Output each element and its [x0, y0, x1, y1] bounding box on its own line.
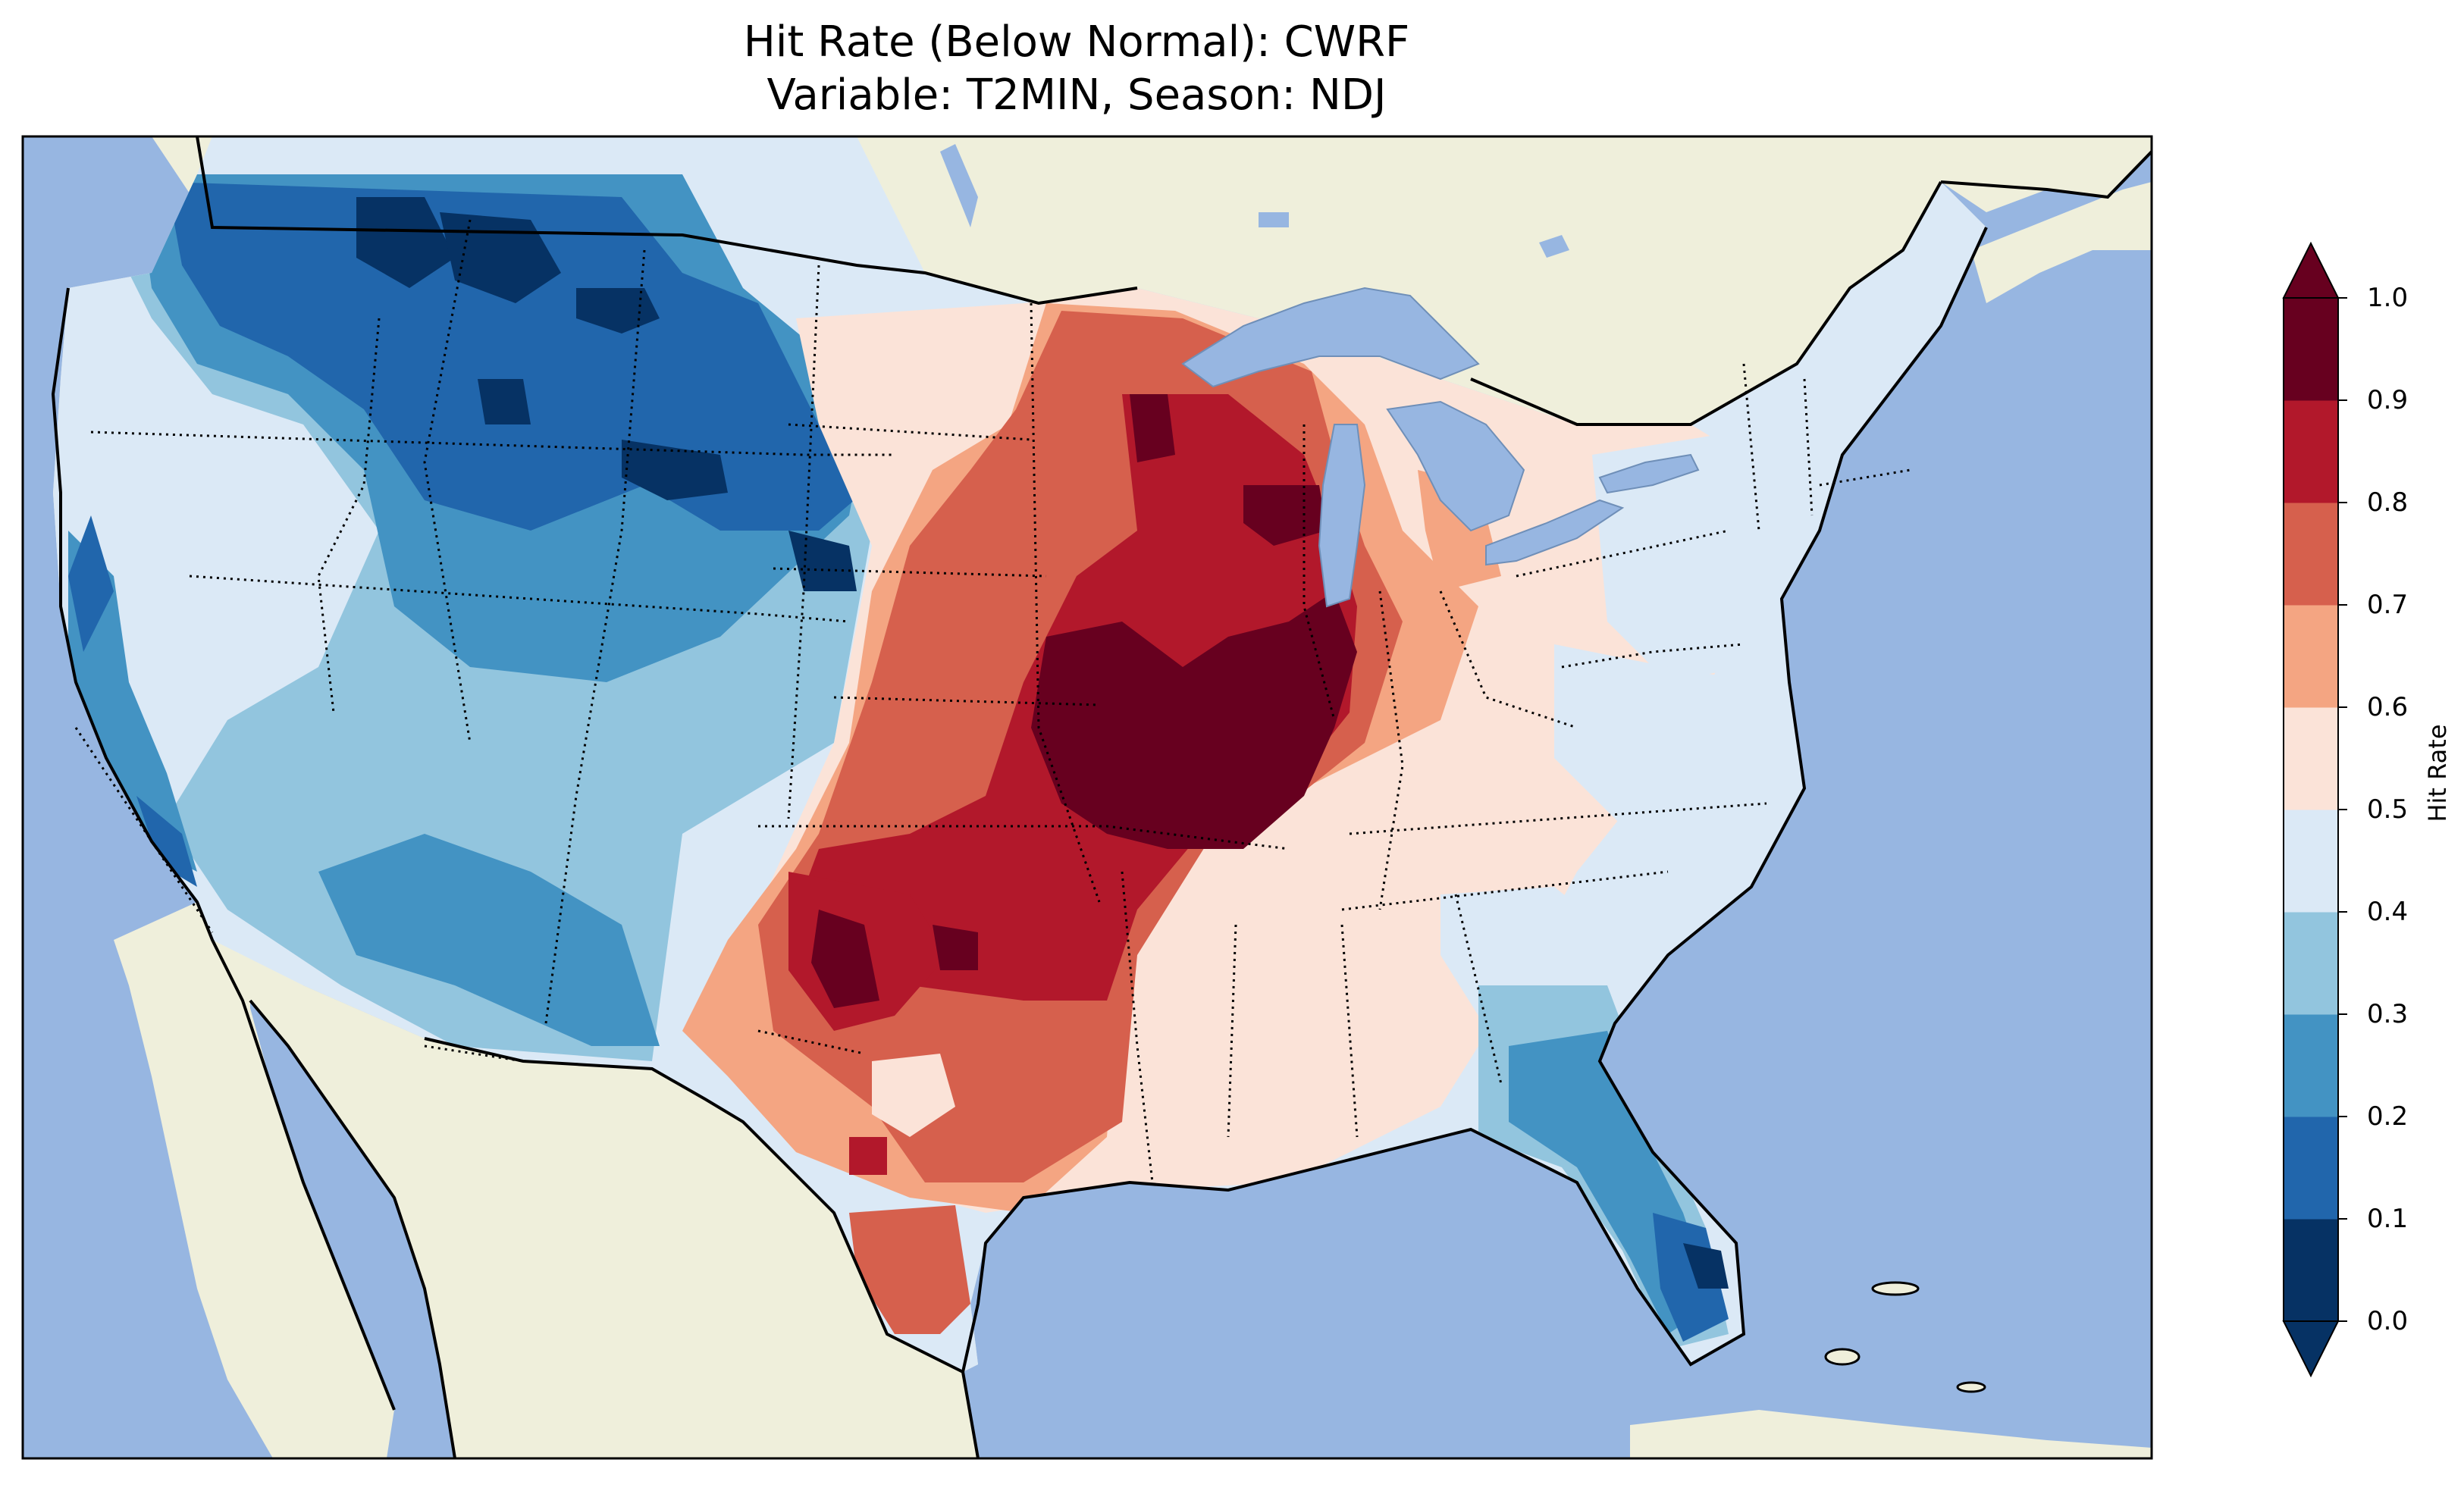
coastlines	[51, 136, 2152, 1458]
colorbar-bin	[2284, 400, 2338, 503]
colorbar-bin	[2284, 503, 2338, 606]
colorbar-bin	[2284, 912, 2338, 1015]
gulf-of-california	[250, 1001, 455, 1458]
colorbar-bin	[2284, 1117, 2338, 1220]
colorbar-tick-label: 0.9	[2367, 385, 2409, 415]
colorbar-tick-label: 0.5	[2367, 794, 2409, 825]
lake-erie	[1485, 499, 1625, 566]
colorbar-tick-label: 0.8	[2367, 487, 2409, 518]
colorbar	[2282, 241, 2347, 1378]
colorbar-tick-label: 0.7	[2367, 590, 2409, 620]
colorbar-tick-label: 0.0	[2367, 1306, 2409, 1336]
colorbar-tick-label: 0.2	[2367, 1101, 2409, 1132]
colorbar-bin	[2284, 1219, 2338, 1322]
lake-michigan	[1318, 424, 1366, 608]
colorbar-bin	[2284, 810, 2338, 913]
colorbar-extend-max	[2282, 241, 2340, 299]
colorbar-label: Hit Rate	[2423, 724, 2452, 822]
colorbar-tick-label: 1.0	[2367, 283, 2409, 313]
land-bahamas-3	[1956, 1381, 1986, 1393]
land-cuba	[1630, 1410, 2152, 1458]
lake-superior	[1181, 287, 1480, 388]
colorbar-extend-min	[2282, 1320, 2340, 1378]
map-title-line-1: Hit Rate (Below Normal): CWRF	[743, 17, 1410, 67]
colorbar-tick-label: 0.3	[2367, 999, 2409, 1029]
land-maritimes	[1971, 182, 2152, 303]
land-bahamas-1	[1824, 1348, 1861, 1366]
land-bahamas-2	[1871, 1281, 1920, 1296]
land-baja	[197, 940, 394, 1458]
colorbar-tick-label: 0.4	[2367, 897, 2409, 927]
lake-ontario	[1598, 453, 1700, 494]
colorbar-tick-label: 0.6	[2367, 692, 2409, 722]
colorbar-bin	[2284, 298, 2338, 401]
map-frame	[21, 135, 2153, 1460]
lake-huron	[1386, 400, 1525, 532]
map-title-line-2: Variable: T2MIN, Season: NDJ	[766, 70, 1387, 120]
colorbar-bin	[2284, 707, 2338, 810]
colorbar-tick-label: 0.1	[2367, 1204, 2409, 1234]
colorbar-bin	[2284, 1014, 2338, 1117]
colorbar-bin	[2284, 605, 2338, 708]
